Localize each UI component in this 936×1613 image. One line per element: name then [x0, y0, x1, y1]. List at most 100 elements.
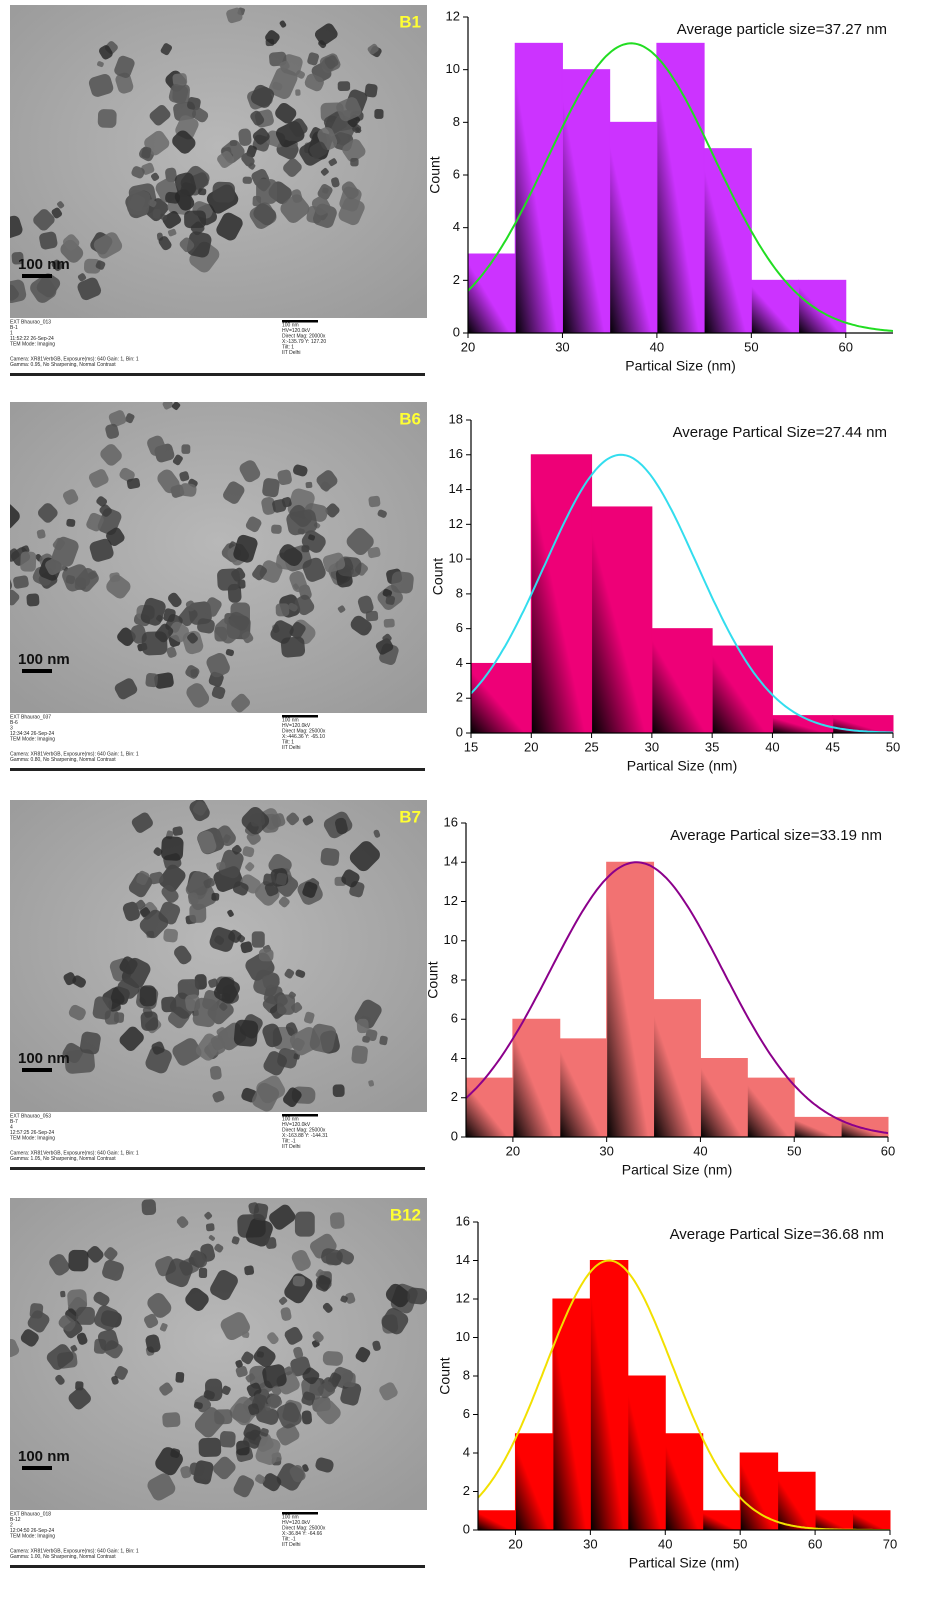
x-tick-label: 50 [886, 739, 900, 754]
x-tick-label: 15 [464, 739, 478, 754]
x-tick-label: 45 [825, 739, 839, 754]
scale-bar [22, 274, 52, 278]
y-tick-label: 6 [451, 1011, 458, 1026]
x-axis-label: Partical Size (nm) [622, 1162, 732, 1178]
x-tick-label: 40 [765, 739, 779, 754]
figure: B1100 nmEXT Bhaurao_013B-1111:52:22 26-S… [0, 0, 936, 1613]
y-tick-label: 4 [463, 1444, 470, 1459]
x-tick-label: 20 [524, 739, 538, 754]
y-axis-label: Count [430, 558, 446, 595]
annotation: Average Partical Size=27.44 nm [673, 424, 887, 441]
bar [478, 1511, 515, 1530]
bar [747, 1078, 794, 1137]
scale-bar-label: 100 nm [18, 1448, 70, 1465]
y-tick-label: 4 [453, 219, 460, 234]
meta-text: Gamma: 0.80, No Sharpening, Normal Contr… [10, 757, 116, 763]
meta-text: Gamma: 0.95, No Sharpening, Normal Contr… [10, 362, 116, 368]
y-tick-label: 10 [456, 1329, 470, 1344]
separator [10, 768, 425, 771]
x-tick-label: 70 [883, 1536, 897, 1551]
bar [712, 646, 772, 733]
bar [610, 122, 657, 333]
bar [841, 1117, 888, 1137]
bar [654, 1000, 701, 1137]
bar [562, 70, 609, 333]
y-tick-label: 8 [453, 114, 460, 129]
meta-text: IIT Delhi [282, 350, 301, 356]
meta-text: IIT Delhi [282, 1144, 301, 1150]
x-tick-label: 30 [583, 1536, 597, 1551]
annotation: Average particle size=37.27 nm [677, 21, 887, 38]
x-axis-label: Partical Size (nm) [627, 758, 737, 774]
bar [652, 629, 712, 733]
y-tick-label: 2 [451, 1089, 458, 1104]
bar [628, 1376, 665, 1530]
bar [778, 1472, 815, 1530]
y-axis-label: Count [427, 156, 443, 193]
y-tick-label: 2 [453, 272, 460, 287]
x-tick-label: 50 [787, 1143, 801, 1158]
y-tick-label: 8 [451, 971, 458, 986]
bar [590, 1261, 627, 1531]
x-tick-label: 20 [508, 1536, 522, 1551]
y-tick-label: 4 [456, 655, 463, 670]
bar [466, 1078, 513, 1137]
y-tick-label: 10 [444, 932, 458, 947]
y-tick-label: 0 [463, 1521, 470, 1536]
bar [515, 1434, 552, 1530]
x-tick-label: 60 [808, 1536, 822, 1551]
meta-text: IIT Delhi [282, 745, 301, 751]
bar [657, 43, 704, 333]
bar [700, 1059, 747, 1138]
bar [704, 149, 751, 333]
x-tick-label: 40 [658, 1536, 672, 1551]
meta-text: TEM Mode: Imaging [10, 1533, 55, 1539]
bar [513, 1019, 560, 1137]
bar [468, 254, 515, 333]
y-tick-label: 16 [449, 446, 463, 461]
y-tick-label: 12 [444, 893, 458, 908]
y-tick-label: 4 [451, 1050, 458, 1065]
annotation: Average Partical size=33.19 nm [670, 827, 882, 844]
separator [10, 1565, 425, 1568]
panel-label: B7 [399, 807, 421, 826]
annotation: Average Partical Size=36.68 nm [670, 1226, 884, 1243]
bar [703, 1511, 740, 1530]
x-tick-label: 30 [555, 339, 569, 354]
meta-text: TEM Mode: Imaging [10, 1135, 55, 1141]
scale-bar-label: 100 nm [18, 256, 70, 273]
meta-text: IIT Delhi [282, 1542, 301, 1548]
meta-text: TEM Mode: Imaging [10, 736, 55, 742]
bar [592, 507, 652, 733]
x-tick-label: 20 [506, 1143, 520, 1158]
bar [560, 1039, 607, 1137]
meta-text: Gamma: 1.05, No Sharpening, Normal Contr… [10, 1156, 116, 1162]
bar [799, 280, 846, 333]
x-tick-label: 40 [693, 1143, 707, 1158]
y-tick-label: 12 [456, 1290, 470, 1305]
x-tick-label: 25 [584, 739, 598, 754]
y-tick-label: 0 [456, 724, 463, 739]
y-tick-label: 12 [446, 8, 460, 23]
panel-label: B6 [399, 409, 421, 428]
y-tick-label: 18 [449, 411, 463, 426]
y-tick-label: 16 [456, 1213, 470, 1228]
bar [471, 663, 531, 733]
x-axis-label: Partical Size (nm) [629, 1555, 739, 1571]
y-tick-label: 14 [444, 854, 458, 869]
meta-text: Gamma: 1.00, No Sharpening, Normal Contr… [10, 1554, 116, 1560]
separator [10, 1167, 425, 1170]
bar [740, 1453, 777, 1530]
y-tick-label: 6 [453, 166, 460, 181]
x-tick-label: 30 [599, 1143, 613, 1158]
y-tick-label: 14 [456, 1252, 470, 1267]
x-tick-label: 35 [705, 739, 719, 754]
scale-bar-label: 100 nm [18, 1050, 70, 1067]
meta-text: TEM Mode: Imaging [10, 341, 55, 347]
y-tick-label: 8 [456, 585, 463, 600]
bar [794, 1117, 841, 1137]
bar [531, 455, 591, 733]
bar [853, 1511, 890, 1530]
x-axis-label: Partical Size (nm) [625, 358, 735, 374]
x-tick-label: 60 [839, 339, 853, 354]
